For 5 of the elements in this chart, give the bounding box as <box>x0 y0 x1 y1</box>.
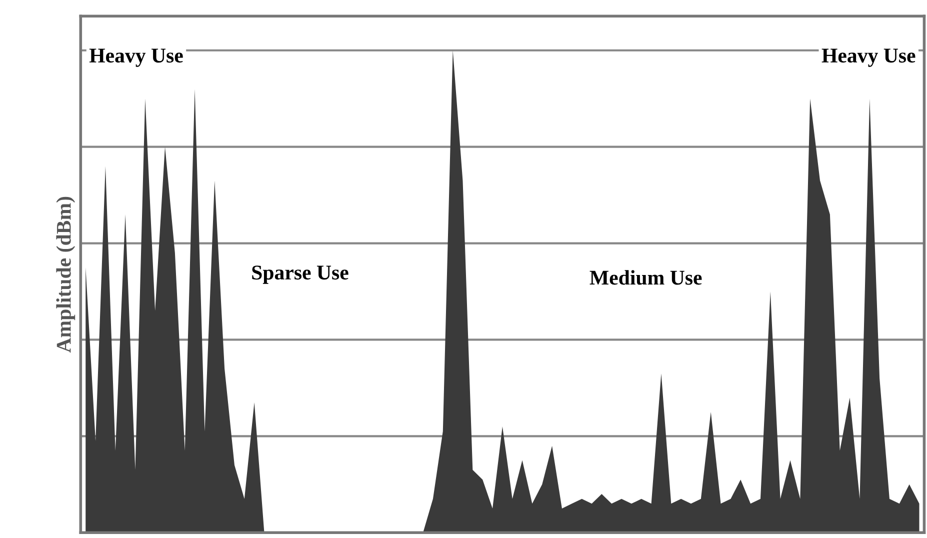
annotation: Sparse Use <box>252 266 348 284</box>
annotation: Heavy Use <box>822 48 916 67</box>
y-axis-title: Amplitude (dBm) <box>56 196 76 353</box>
annotation: Medium Use <box>590 270 702 285</box>
annotation: Heavy Use <box>89 48 183 67</box>
